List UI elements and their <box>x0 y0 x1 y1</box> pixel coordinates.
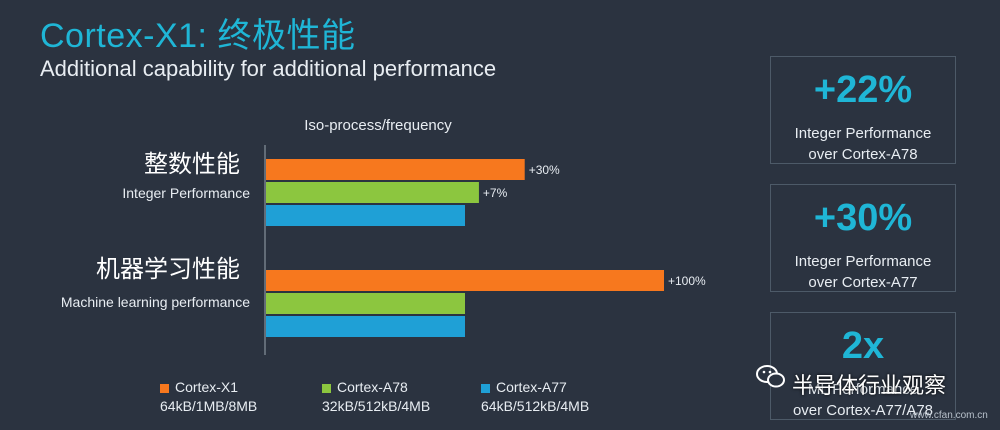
legend-item-cortex-x1: Cortex-X1 64kB/1MB/8MB <box>160 378 257 416</box>
bar-cortex-x1 <box>266 270 664 291</box>
bar-cortex-x1 <box>266 159 525 180</box>
bar-data-label: +30% <box>529 163 560 177</box>
legend-label: Cortex-X1 <box>175 379 239 395</box>
legend-item-cortex-a77: Cortex-A77 64kB/512kB/4MB <box>481 378 589 416</box>
bar-data-label: +7% <box>483 186 508 200</box>
stat-box-ml: 2x ML Performance over Cortex-A77/A78 <box>770 312 956 420</box>
stat-box-integer-a77: +30% Integer Performance over Cortex-A77 <box>770 184 956 292</box>
stat-value: +30% <box>813 197 913 239</box>
stat-line: over Cortex-A77 <box>808 274 918 291</box>
bar-cortex-a78 <box>266 293 465 314</box>
source-watermark: www.cfan.com.cn <box>910 410 988 421</box>
bar-cortex-a77 <box>266 205 465 226</box>
stat-box-integer-a78: +22% Integer Performance over Cortex-A78 <box>770 56 956 164</box>
stat-line: ML Performance <box>807 381 919 398</box>
legend-label: Cortex-A78 <box>337 379 408 395</box>
legend-label: Cortex-A77 <box>496 379 567 395</box>
chart-header: Iso-process/frequency <box>304 117 452 134</box>
stat-line: over Cortex-A78 <box>808 146 918 163</box>
slide-title: Cortex-X1: 终极性能 <box>40 17 356 55</box>
bar-cortex-a78 <box>266 182 479 203</box>
bar-data-label: +100% <box>668 274 706 288</box>
legend-swatch <box>481 383 490 393</box>
legend-swatch <box>160 383 169 393</box>
legend-spec: 64kB/512kB/4MB <box>481 398 590 414</box>
stat-line: over Cortex-A77/A78 <box>792 402 934 419</box>
group-label-cn: 机器学习性能 <box>96 255 240 283</box>
stat-line: Integer Performance <box>794 253 932 270</box>
slide-subtitle: Additional capability for additional per… <box>40 56 497 81</box>
performance-bar-chart: Iso-process/frequency 整数性能 Integer Perform… <box>61 117 706 355</box>
group-label-en: Machine learning performance <box>61 294 250 310</box>
legend-spec: 32kB/512kB/4MB <box>322 398 431 414</box>
watermark-text: 半导体行业观察 <box>792 373 947 398</box>
legend-swatch <box>322 383 331 393</box>
stat-value: +22% <box>813 69 913 111</box>
bar-cortex-a77 <box>266 316 465 337</box>
legend-item-cortex-a78: Cortex-A78 32kB/512kB/4MB <box>322 378 430 416</box>
legend-spec: 64kB/1MB/8MB <box>160 398 258 414</box>
wechat-icon <box>756 365 785 388</box>
stat-line: Integer Performance <box>794 125 932 142</box>
stat-value: 2x <box>841 325 885 367</box>
group-label-cn: 整数性能 <box>144 150 240 178</box>
group-label-en: Integer Performance <box>122 185 250 201</box>
